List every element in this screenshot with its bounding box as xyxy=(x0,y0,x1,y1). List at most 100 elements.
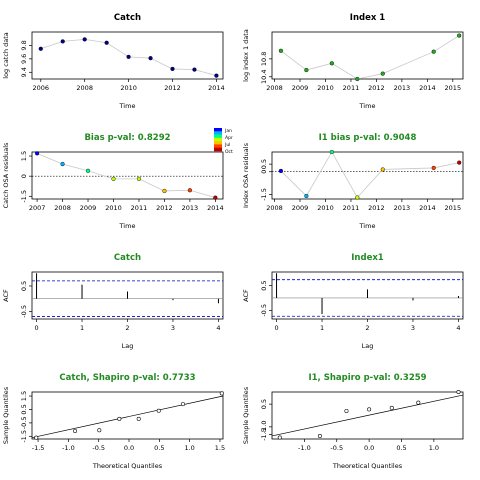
plot-frame xyxy=(271,391,464,440)
data-point xyxy=(97,428,102,433)
data-point xyxy=(380,167,385,172)
y-tick-label: -1.5 xyxy=(20,190,28,203)
data-point xyxy=(329,61,334,66)
legend-label: Jan xyxy=(224,128,232,134)
qq-reference-line xyxy=(31,395,224,438)
legend-label: Jul xyxy=(224,142,230,148)
x-axis-label: Lag xyxy=(362,342,374,350)
x-tick-label: 2012 xyxy=(164,84,181,92)
data-point xyxy=(367,407,372,412)
y-axis-label: Sample Quantiles xyxy=(242,386,250,444)
data-point xyxy=(219,391,224,396)
x-tick-label: 2011 xyxy=(343,84,360,92)
x-axis-label: Theoretical Quantiles xyxy=(332,462,403,470)
x-tick-label: 1.0 xyxy=(184,444,194,452)
y-tick-label: 10.4 xyxy=(260,70,268,84)
data-point xyxy=(457,160,462,165)
x-axis-label: Theoretical Quantiles xyxy=(92,462,163,470)
data-point xyxy=(82,37,87,42)
chart-title: Catch xyxy=(114,13,141,23)
chart-title: Index1 xyxy=(351,253,384,263)
y-tick-label: -1.5 xyxy=(20,430,28,443)
plot-frame xyxy=(271,31,464,80)
panel-catch: Catch 2006 2008 2010 2012 2014 9.4 9.6 9.8 Time lo… xyxy=(2,13,225,110)
data-point xyxy=(457,33,462,38)
x-tick-label: 1 xyxy=(320,324,324,332)
y-tick-label: 0.5 xyxy=(260,399,268,409)
data-point xyxy=(304,67,309,73)
panel-bias_catch: Bias p-val: 0.8292 2007 2008 2009 2010 2011 20… xyxy=(2,133,224,230)
y-tick-label: -0.5 xyxy=(20,305,28,318)
y-tick-label: -1.5 xyxy=(260,188,268,201)
x-tick-label: 2014 xyxy=(207,204,224,212)
y-axis-label: ACF xyxy=(242,289,250,302)
legend-swatch xyxy=(214,137,222,142)
y-tick-label: 0 xyxy=(20,174,28,178)
panel-acf_i1: Index1 0 1 2 3 4 -0.5 0.5 Lag ACF xyxy=(242,253,464,350)
x-tick-label: -1.0 xyxy=(62,444,75,452)
data-point xyxy=(136,176,142,181)
plot-frame xyxy=(31,391,224,440)
x-tick-label: 2013 xyxy=(394,84,411,92)
legend-label: Apr xyxy=(225,135,233,141)
x-tick-label: 2008 xyxy=(266,84,283,92)
data-point xyxy=(180,402,185,407)
data-point xyxy=(329,149,334,155)
y-tick-label: -0.5 xyxy=(260,304,268,317)
chart-title: I1, Shapiro p-val: 0.3259 xyxy=(308,373,426,383)
x-tick-label: 2010 xyxy=(317,84,334,92)
x-tick-label: 2011 xyxy=(131,204,148,212)
data-point xyxy=(304,193,309,199)
x-tick-label: 4 xyxy=(216,324,220,332)
data-point xyxy=(60,161,65,167)
y-tick-label: 1.5 xyxy=(20,151,28,161)
y-axis-label: Index OSA residuals xyxy=(242,142,250,208)
data-point xyxy=(214,73,219,78)
x-tick-label: 2012 xyxy=(368,204,385,212)
data-point xyxy=(38,46,43,51)
plot-frame xyxy=(31,31,224,80)
qq-reference-line xyxy=(271,394,464,437)
x-tick-label: 2 xyxy=(125,324,129,332)
chart-title: Index 1 xyxy=(350,13,386,23)
x-axis-label: Time xyxy=(119,222,136,230)
plot-frame xyxy=(271,151,464,200)
x-tick-label: 2008 xyxy=(76,84,93,92)
x-tick-label: 2012 xyxy=(156,204,173,212)
data-point xyxy=(355,76,360,82)
data-point xyxy=(456,389,461,394)
series-line xyxy=(280,35,460,80)
legend-label: Oct xyxy=(225,149,233,155)
x-tick-label: 2015 xyxy=(445,204,462,212)
y-axis-label: Catch OSA residuals xyxy=(2,142,10,208)
data-point xyxy=(344,408,349,413)
data-point xyxy=(111,176,116,181)
x-tick-label: 2008 xyxy=(54,204,71,212)
data-point xyxy=(156,408,161,413)
data-point xyxy=(104,40,109,45)
x-tick-label: 2015 xyxy=(445,84,462,92)
y-tick-label: 0 xyxy=(260,170,268,174)
data-point xyxy=(431,165,436,171)
chart-title: I1 bias p-val: 0.9048 xyxy=(319,133,417,143)
x-tick-label: 4 xyxy=(456,324,460,332)
panel-bias_i1: I1 bias p-val: 0.9048 2008 2009 2010 2011 201… xyxy=(242,133,464,230)
x-tick-label: 2010 xyxy=(317,204,334,212)
x-tick-label: -0.5 xyxy=(330,444,343,452)
x-tick-label: 2013 xyxy=(182,204,199,212)
data-point xyxy=(60,39,65,44)
x-tick-label: 2014 xyxy=(419,84,436,92)
y-tick-label: 1.5 xyxy=(20,391,28,401)
x-tick-label: 2010 xyxy=(105,204,122,212)
y-tick-label: 0.5 xyxy=(260,280,268,290)
data-point xyxy=(355,195,360,200)
legend-swatch xyxy=(214,128,222,132)
y-tick-label: 9.6 xyxy=(20,54,28,64)
x-tick-label: 2009 xyxy=(292,204,309,212)
y-axis-label: log catch data xyxy=(2,32,10,78)
data-point xyxy=(136,416,141,421)
y-axis-label: log index 1 data xyxy=(242,29,250,82)
data-point xyxy=(278,168,284,174)
panel-index1: Index 1 2008 2009 2010 2011 2012 2013 2014 2015 1… xyxy=(242,13,464,110)
